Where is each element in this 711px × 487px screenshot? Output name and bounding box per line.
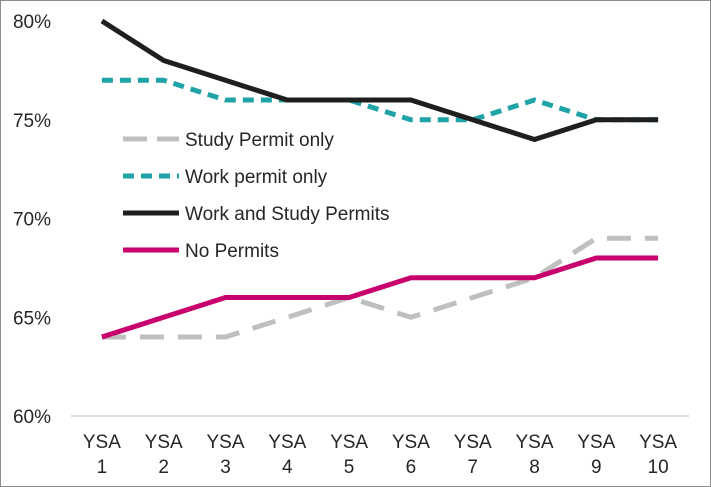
y-tick-label: 70% — [13, 210, 51, 231]
legend-label: No Permits — [185, 241, 279, 262]
legend-label: Work permit only — [185, 167, 328, 188]
x-tick-label: YSA — [145, 432, 183, 453]
series-line-2 — [100, 18, 659, 143]
legend-label: Work and Study Permits — [185, 204, 390, 225]
x-tick-label: YSA — [515, 432, 553, 453]
x-tick-label: 5 — [344, 457, 355, 478]
series-line-0 — [101, 235, 659, 340]
legend: Study Permit only Work permit only Work an… — [123, 130, 390, 262]
legend-label: Study Permit only — [185, 130, 334, 151]
x-tick-label: 10 — [648, 457, 669, 478]
series-line-1 — [101, 77, 659, 123]
x-tick-label: 8 — [529, 457, 540, 478]
x-tick-label: YSA — [206, 432, 244, 453]
x-tick-label: 4 — [282, 457, 293, 478]
x-tick-label: YSA — [268, 432, 306, 453]
x-tick-label: YSA — [454, 432, 492, 453]
y-axis-ticks: 60% 65% 70% 75% 80% — [13, 12, 51, 428]
x-tick-label: 7 — [467, 457, 478, 478]
y-tick-label: 80% — [13, 12, 51, 33]
y-tick-label: 60% — [13, 407, 51, 428]
x-tick-label: 9 — [591, 457, 602, 478]
x-tick-label: YSA — [83, 432, 121, 453]
series-line-3 — [101, 255, 659, 340]
series-lines — [100, 18, 659, 340]
x-tick-label: YSA — [577, 432, 615, 453]
x-tick-label: YSA — [392, 432, 430, 453]
x-tick-label: 6 — [406, 457, 417, 478]
x-tick-label: YSA — [639, 432, 677, 453]
x-axis-ticks: YSA 1 YSA 2 YSA 3 YSA 4 YSA 5 YSA 6 YSA 7 YSA 8 YSA 9 YSA 1… — [83, 432, 678, 478]
y-tick-label: 75% — [13, 111, 51, 132]
x-tick-label: 2 — [158, 457, 169, 478]
x-tick-label: 1 — [97, 457, 108, 478]
x-tick-label: YSA — [330, 432, 368, 453]
x-tick-label: 3 — [220, 457, 231, 478]
y-tick-label: 65% — [13, 308, 51, 329]
